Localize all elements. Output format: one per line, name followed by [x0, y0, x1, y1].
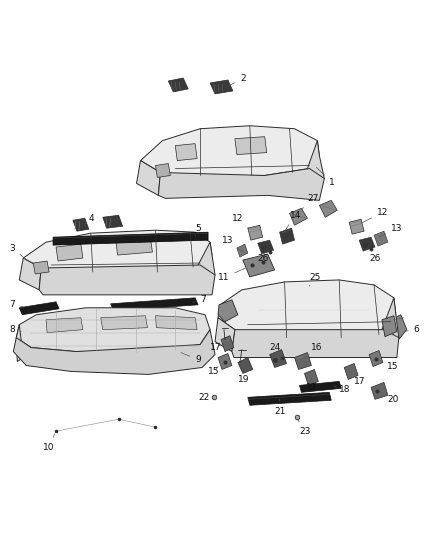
Polygon shape	[137, 160, 160, 196]
Polygon shape	[16, 308, 210, 352]
Text: 10: 10	[43, 434, 55, 451]
Text: 3: 3	[9, 244, 27, 260]
Text: 7: 7	[193, 295, 206, 304]
Text: 27: 27	[301, 194, 319, 209]
Polygon shape	[270, 350, 286, 367]
Text: 21: 21	[275, 399, 286, 416]
Polygon shape	[383, 315, 407, 342]
Polygon shape	[23, 230, 212, 272]
Polygon shape	[19, 258, 41, 290]
Polygon shape	[155, 164, 170, 177]
Polygon shape	[235, 136, 267, 155]
Polygon shape	[101, 316, 148, 330]
Text: 4: 4	[85, 214, 95, 224]
Text: 20: 20	[381, 393, 398, 404]
Polygon shape	[103, 215, 123, 228]
Polygon shape	[155, 316, 197, 330]
Polygon shape	[210, 80, 233, 94]
Text: 12: 12	[232, 214, 249, 228]
Polygon shape	[19, 302, 59, 315]
Text: 13: 13	[379, 224, 403, 237]
Text: 16: 16	[304, 343, 323, 358]
Polygon shape	[198, 242, 215, 282]
Polygon shape	[349, 219, 364, 234]
Text: 9: 9	[181, 353, 201, 364]
Text: 17: 17	[307, 377, 318, 392]
Text: 8: 8	[9, 325, 21, 334]
Polygon shape	[290, 208, 307, 225]
Text: 18: 18	[334, 385, 351, 394]
Polygon shape	[258, 240, 274, 254]
Polygon shape	[369, 351, 383, 367]
Text: 17: 17	[349, 372, 366, 386]
Polygon shape	[218, 300, 238, 322]
Polygon shape	[238, 358, 253, 374]
Text: 12: 12	[362, 208, 389, 223]
Polygon shape	[304, 369, 318, 385]
Polygon shape	[382, 316, 397, 337]
Polygon shape	[168, 78, 188, 92]
Text: 24: 24	[270, 343, 281, 358]
Polygon shape	[39, 265, 215, 295]
Text: 26: 26	[367, 248, 381, 263]
Polygon shape	[307, 141, 324, 185]
Polygon shape	[359, 237, 375, 251]
Text: 15: 15	[380, 361, 399, 371]
Polygon shape	[53, 232, 208, 245]
Polygon shape	[248, 225, 263, 240]
Polygon shape	[218, 280, 396, 337]
Text: 1: 1	[316, 167, 335, 187]
Polygon shape	[16, 325, 23, 361]
Polygon shape	[215, 318, 235, 352]
Polygon shape	[382, 298, 399, 345]
Polygon shape	[237, 244, 248, 257]
Polygon shape	[46, 318, 83, 333]
Polygon shape	[300, 382, 341, 392]
Polygon shape	[159, 168, 324, 200]
Polygon shape	[221, 336, 234, 352]
Polygon shape	[371, 382, 388, 399]
Text: 17: 17	[210, 343, 222, 352]
Text: 7: 7	[9, 300, 23, 309]
Text: 19: 19	[238, 369, 249, 384]
Polygon shape	[232, 330, 399, 358]
Text: 11: 11	[218, 268, 245, 282]
Polygon shape	[344, 364, 358, 379]
Text: 23: 23	[297, 419, 311, 435]
Polygon shape	[279, 228, 294, 244]
Text: 13: 13	[222, 236, 238, 250]
Polygon shape	[56, 244, 83, 261]
Polygon shape	[111, 298, 198, 311]
Text: 14: 14	[284, 211, 301, 232]
Polygon shape	[243, 254, 275, 277]
Polygon shape	[218, 353, 232, 369]
Polygon shape	[248, 392, 331, 405]
Polygon shape	[141, 126, 319, 175]
Text: 6: 6	[405, 325, 420, 334]
Polygon shape	[13, 330, 215, 375]
Polygon shape	[33, 261, 49, 274]
Text: 25: 25	[309, 273, 321, 286]
Text: 26: 26	[258, 250, 269, 263]
Text: 22: 22	[198, 393, 213, 402]
Polygon shape	[374, 231, 388, 246]
Polygon shape	[319, 200, 337, 217]
Text: 15: 15	[208, 367, 219, 376]
Text: 5: 5	[195, 224, 201, 236]
Polygon shape	[175, 144, 197, 160]
Polygon shape	[73, 218, 89, 231]
Text: 2: 2	[230, 75, 245, 85]
Polygon shape	[294, 352, 311, 369]
Polygon shape	[116, 238, 152, 255]
